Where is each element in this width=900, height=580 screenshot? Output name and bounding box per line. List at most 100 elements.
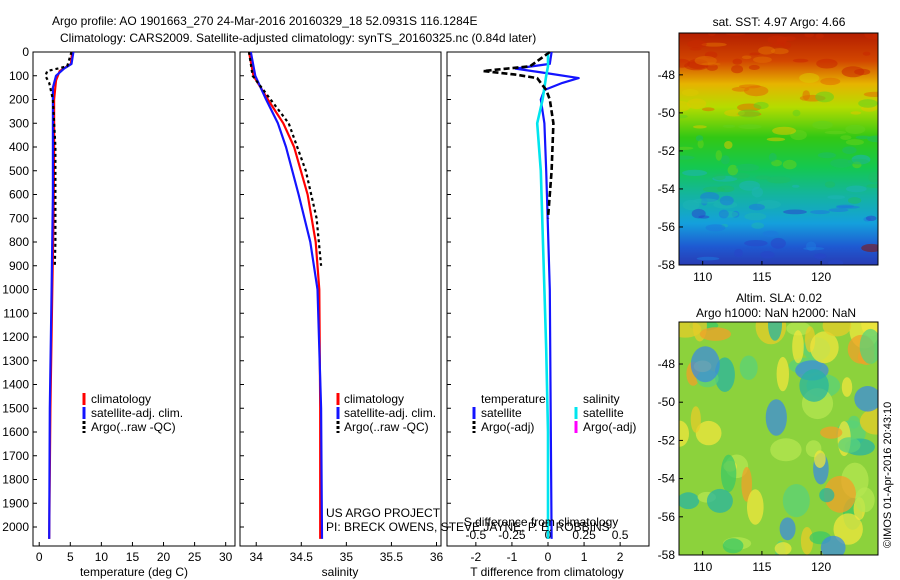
sst-texture-patch: [679, 155, 695, 160]
legend-heading-salinity: salinity: [583, 392, 620, 406]
figure-title-line2: Climatology: CARS2009. Satellite-adjuste…: [60, 31, 536, 45]
sla-texture-patch: [833, 513, 863, 545]
x-tick-label: -1: [507, 550, 518, 564]
sla-texture-patch: [841, 377, 853, 397]
x-tick-label: 2: [617, 550, 624, 564]
sst-texture-patch: [755, 175, 771, 180]
sst-texture-patch: [702, 107, 715, 112]
map-y-tick-label: -54: [658, 182, 676, 196]
sla-texture-patch: [822, 322, 852, 337]
sst-texture-patch: [751, 222, 765, 229]
map-y-tick-label: -56: [658, 220, 676, 234]
sst-texture-patch: [858, 99, 878, 108]
imos-credit: ©IMOS 01-Apr-2016 20:43:10: [882, 402, 894, 548]
sst-map-image: [679, 33, 878, 265]
sst-texture-patch: [749, 52, 761, 56]
legend-label-satellite-adj: satellite-adj. clim.: [344, 406, 436, 420]
temperature-panel-frame: [32, 51, 236, 547]
legend-label-climatology: climatology: [91, 392, 151, 406]
x-tick-label: 0: [36, 550, 43, 564]
sla-field-texture: [679, 322, 878, 555]
sst-texture-patch: [815, 91, 834, 103]
sst-texture-patch: [863, 91, 878, 97]
sst-texture-patch: [845, 185, 867, 193]
y-tick-label: 1400: [2, 378, 29, 392]
sst-texture-patch: [735, 163, 760, 172]
map-x-tick-label: 120: [811, 270, 831, 284]
sla-texture-patch: [810, 331, 839, 364]
sst-texture-patch: [810, 210, 830, 215]
sst-texture-patch: [802, 90, 810, 101]
sst-texture-patch: [722, 124, 736, 128]
sst-texture-patch: [687, 40, 707, 49]
salinity-plot: 34 34.5 35 35.5 36: [240, 51, 443, 564]
map-y-tick-label: -58: [658, 258, 676, 272]
series-line-argo-raw-qc-: [247, 51, 323, 266]
x-tick-label: 34.5: [290, 550, 314, 564]
sst-texture-patch: [850, 111, 862, 115]
sla-texture-patch: [722, 538, 744, 554]
sst-texture-patch: [758, 46, 776, 55]
series-line-climatology: [247, 51, 322, 539]
y-tick-label: 1900: [2, 496, 29, 510]
legend-label-argo: Argo(..raw -QC): [91, 420, 176, 434]
sst-texture-patch: [770, 48, 789, 55]
sst-texture-patch: [679, 114, 688, 119]
x-tick-label: 10: [95, 550, 109, 564]
salinity-xlabel: salinity: [322, 565, 359, 579]
sla-map-axes: 110 115 120 -48 -50 -52 -54 -56 -58: [658, 357, 832, 574]
salinity-legend: climatology satellite-adj. clim. Argo(..…: [336, 392, 436, 434]
legend-label-satellite-adj: satellite-adj. clim.: [91, 406, 183, 420]
sla-texture-patch: [838, 437, 861, 453]
sst-texture-patch: [693, 125, 707, 129]
sla-texture-patch: [819, 488, 835, 503]
series-line-satellite-adj-clim-: [249, 51, 324, 539]
map-y-tick-label: -52: [658, 433, 676, 447]
series-line-salinity-satellite: [535, 52, 550, 539]
sst-texture-patch: [693, 198, 719, 204]
sst-texture-patch: [862, 51, 871, 56]
sst-map-axes: 110 115 120 -48 -50 -52 -54 -56 -58: [658, 68, 832, 284]
sst-texture-patch: [696, 256, 720, 261]
sst-texture-patch: [812, 120, 833, 130]
difference-top-label: S difference from climatology: [464, 515, 619, 529]
sst-texture-patch: [753, 56, 772, 63]
sst-texture-patch: [817, 152, 837, 159]
sla-texture-patch: [824, 475, 856, 513]
map-x-tick-label: 115: [752, 270, 771, 284]
sst-texture-patch: [753, 101, 769, 110]
map-x-tick-label: 115: [752, 560, 771, 574]
sst-texture-patch: [782, 159, 797, 170]
top-tick-label: -0.25: [498, 528, 526, 542]
x-tick-label: 1: [581, 550, 588, 564]
sst-texture-patch: [847, 158, 869, 165]
sla-texture-patch: [768, 322, 782, 341]
sla-texture-patch: [739, 355, 758, 380]
y-tick-label: 400: [9, 140, 29, 154]
sst-texture-patch: [828, 208, 849, 213]
salinity-panel-frame: [239, 51, 442, 547]
sst-texture-patch: [804, 33, 814, 38]
sst-texture-patch: [762, 230, 779, 237]
x-tick-label: 0: [545, 550, 552, 564]
sst-texture-patch: [772, 126, 797, 135]
sst-texture-patch: [679, 100, 691, 112]
series-line-temperature-satellite: [514, 51, 580, 539]
sla-texture-patch: [770, 438, 802, 462]
sst-texture-patch: [815, 33, 824, 39]
sst-texture-patch: [701, 62, 721, 66]
y-tick-label: 2000: [2, 520, 29, 534]
sla-texture-patch: [679, 492, 700, 510]
sla-texture-patch: [855, 487, 875, 513]
sst-texture-patch: [827, 195, 846, 200]
sst-texture-patch: [783, 209, 807, 215]
sst-texture-patch: [738, 124, 762, 130]
y-tick-label: 0: [22, 45, 29, 59]
sst-texture-patch: [866, 183, 878, 189]
y-tick-label: 1800: [2, 473, 29, 487]
sst-texture-patch: [824, 181, 836, 188]
sst-texture-patch: [739, 180, 761, 191]
sst-map-frame: [678, 32, 879, 266]
sst-texture-patch: [748, 203, 765, 211]
